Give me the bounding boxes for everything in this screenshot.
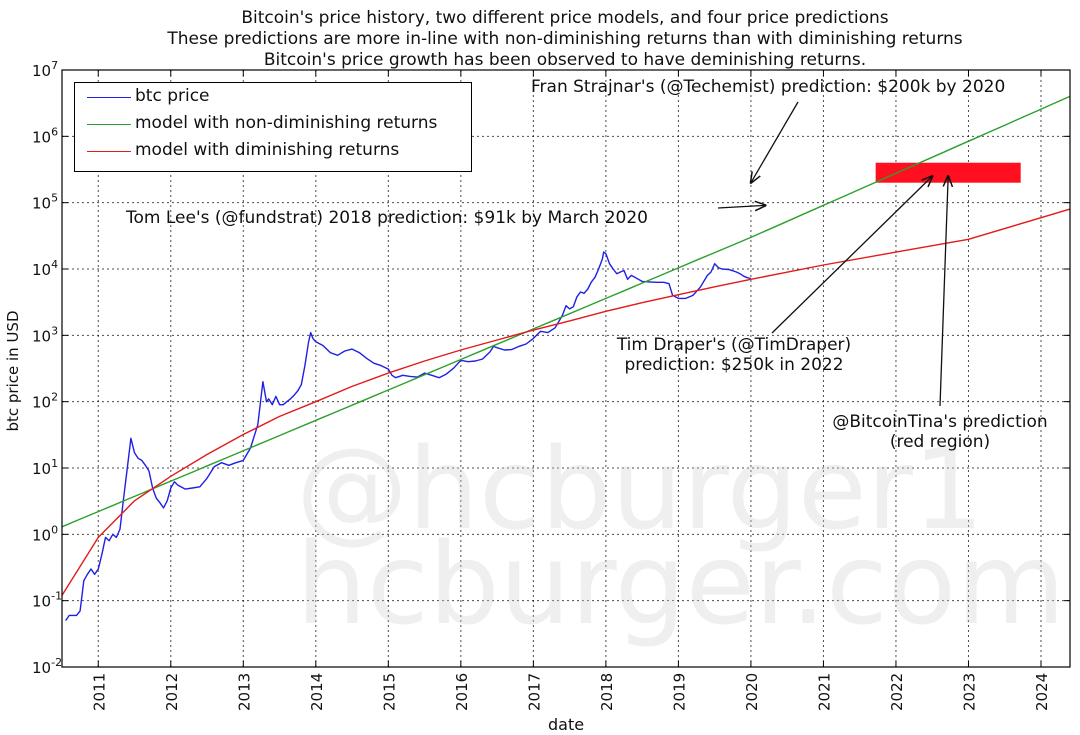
tick-labels: 10-2 10-1 100 101 102 103 104 105 106 107 2011 2012… [32,59,1051,711]
arrow-tom-lee [717,205,765,208]
series-layer [61,95,1071,622]
axes [61,69,1071,668]
plot-frame [61,69,1071,668]
legend-swatch [87,151,131,152]
x-tick-label: 2012 [163,673,181,711]
y-axis-label: btc price in USD [4,310,22,432]
x-tick-label: 2021 [815,673,833,711]
legend: btc price model with non-diminishing ret… [74,82,472,172]
y-tick-label: 101 [32,457,58,478]
x-tick-label: 2018 [598,673,616,711]
series-diminishing-line [61,208,1071,596]
x-tick-label: 2020 [743,673,761,711]
y-tick-label: 106 [32,125,58,146]
annotation-arrows [717,101,948,407]
y-tick-label: 102 [32,391,58,412]
x-tick-label: 2019 [670,673,688,711]
annotation-bitcointina-line-1: @BitcoinTina's prediction [832,412,1048,432]
arrow-bitcointina [939,176,948,407]
annotation-bitcointina: @BitcoinTina's prediction (red region) [818,412,1062,452]
x-tick-label: 2017 [525,673,543,711]
legend-label: model with non-diminishing returns [135,113,438,133]
annotation-tim-draper-line-2: prediction: $250k in 2022 [624,355,844,375]
chart-title-line-3: Bitcoin's price growth has been observed… [263,50,867,70]
arrow-tim-draper [771,176,932,334]
y-tick-label: 10-1 [32,590,62,611]
chart-title-line-1: Bitcoin's price history, two different p… [241,8,889,28]
annotation-tim-draper: Tim Draper's (@TimDraper) prediction: $2… [604,335,864,375]
x-tick-label: 2024 [1033,673,1051,711]
y-tick-label: 104 [32,258,58,279]
y-tick-label: 105 [32,192,58,213]
annotation-bitcointina-line-2: (red region) [889,432,991,452]
x-tick-label: 2011 [90,673,108,711]
y-tick-label: 100 [32,523,58,544]
grid-lines [62,70,1070,667]
x-tick-label: 2013 [235,673,253,711]
x-tick-label: 2023 [960,673,978,711]
annotation-fran-strajnar: Fran Strajnar's (@Techemist) prediction:… [531,77,1006,97]
x-axis-label: date [548,715,585,734]
annotation-tim-draper-line-1: Tim Draper's (@TimDraper) [616,335,852,355]
y-tick-label: 107 [32,59,58,80]
bitcointina-prediction-region [875,162,1021,183]
x-tick-label: 2014 [308,673,326,711]
prediction-region-layer [875,162,1021,183]
series-btc-price-line [65,251,752,622]
x-tick-label: 2016 [453,673,471,711]
x-tick-label: 2015 [380,673,398,711]
legend-swatch [87,124,131,125]
annotation-tom-lee: Tom Lee's (@fundstrat) 2018 prediction: … [126,208,649,228]
x-tick-label: 2022 [888,673,906,711]
legend-swatch [87,97,131,98]
y-tick-label: 10-2 [32,656,62,677]
chart-title-line-2: These predictions are more in-line with … [167,29,963,49]
legend-label: model with diminishing returns [135,140,400,160]
legend-label: btc price [135,86,210,106]
arrow-fran-strajnar [751,101,799,183]
series-non-diminishing-line [61,95,1071,528]
y-tick-label: 103 [32,324,58,345]
